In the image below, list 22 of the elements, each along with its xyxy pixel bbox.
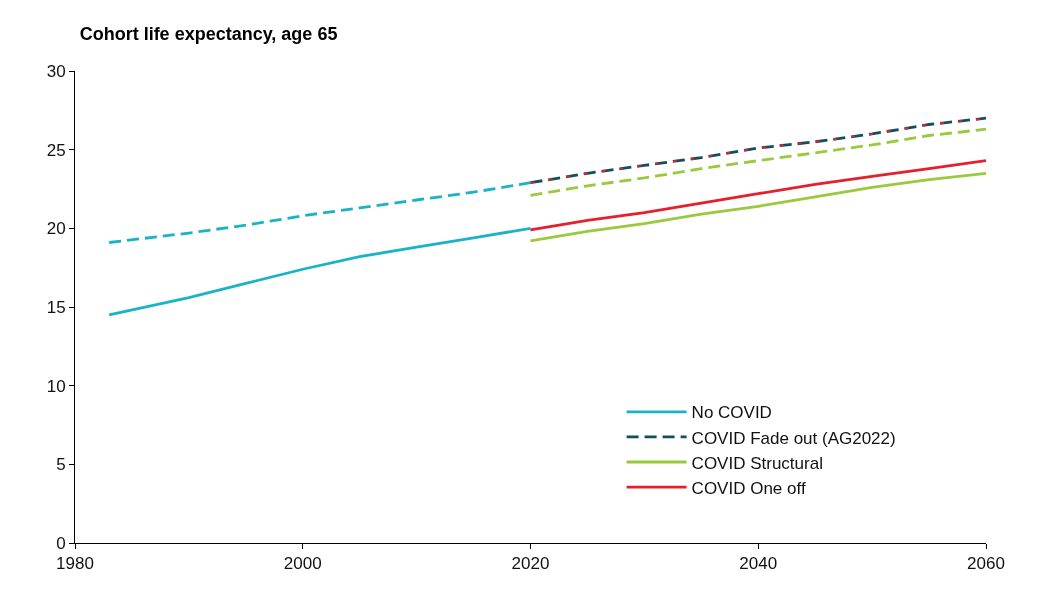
y-tick-label: 25: [46, 140, 66, 160]
y-tick-label: 5: [56, 455, 66, 475]
y-tick-label: 20: [46, 219, 66, 239]
line-series: [529, 127, 986, 197]
y-tick-label: 15: [46, 297, 66, 317]
line-series: [107, 181, 532, 244]
x-tick-label: 1980: [56, 554, 94, 574]
x-tick-label: 2060: [967, 554, 1005, 574]
line-series: [529, 159, 986, 232]
y-tick-label: 10: [46, 376, 66, 396]
chart-title: Cohort life expectancy, age 65: [79, 23, 338, 44]
legend-label: COVID One off: [691, 478, 806, 498]
legend-label: No COVID: [691, 403, 772, 423]
x-tick-label: 2040: [739, 554, 778, 574]
x-tick-label: 2000: [283, 554, 322, 574]
legend-label: COVID Fade out (AG2022): [691, 428, 896, 448]
line-series: [529, 171, 986, 243]
y-tick-label: 0: [56, 533, 66, 553]
x-tick-label: 2020: [511, 554, 550, 574]
y-tick-label: 30: [46, 61, 66, 81]
legend-label: COVID Structural: [691, 453, 823, 473]
line-series: [107, 226, 532, 317]
